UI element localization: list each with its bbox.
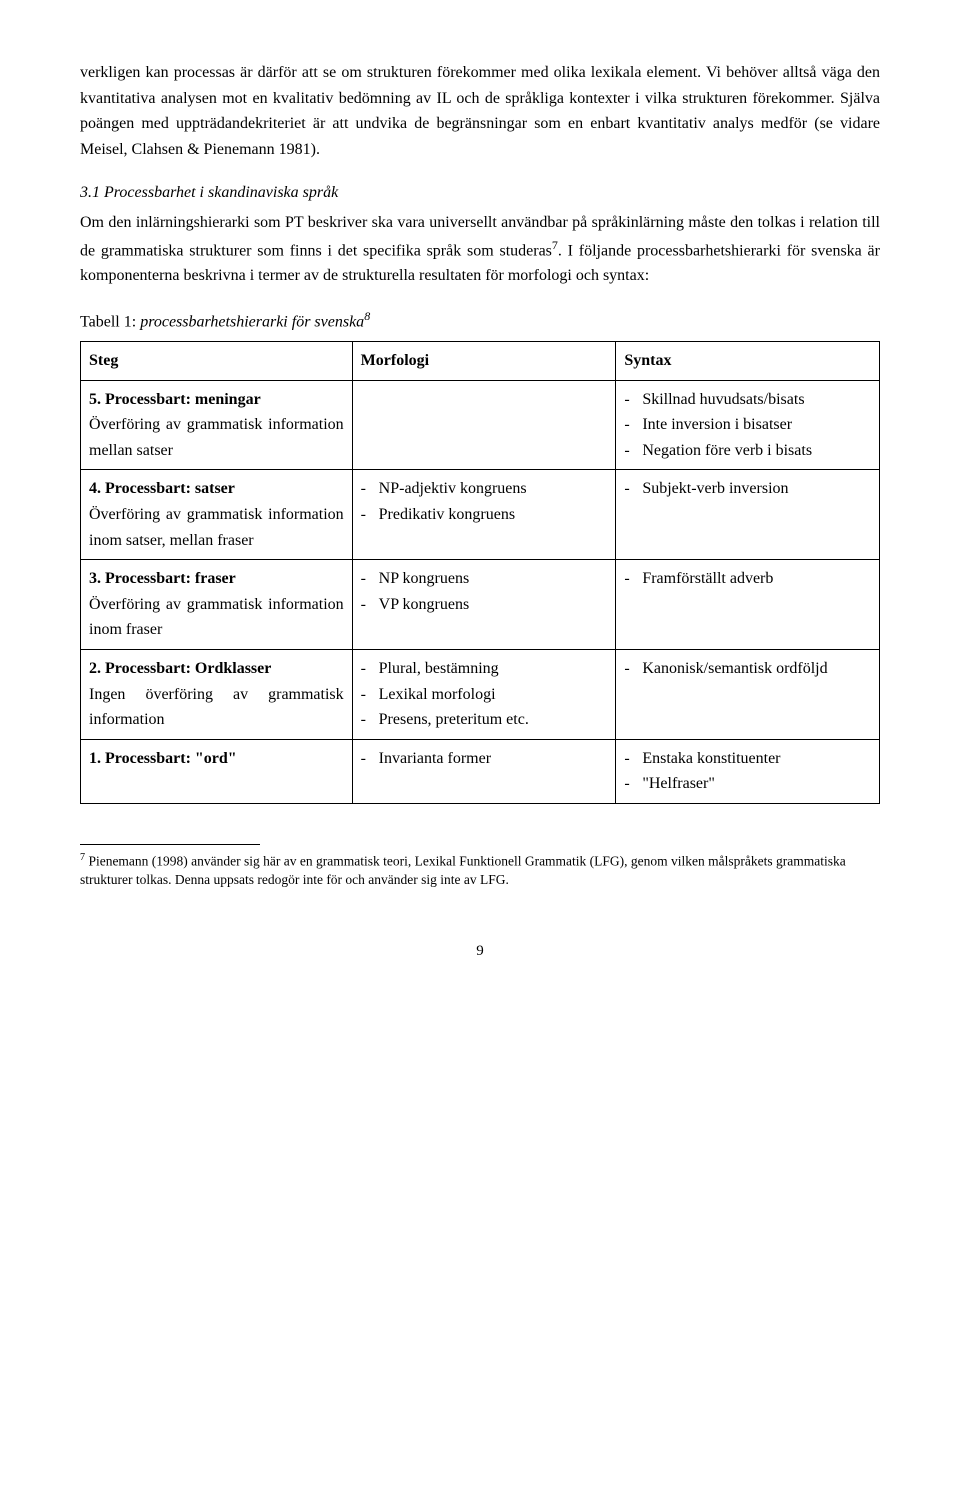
table-row: 4. Processbart: satserÖverföring av gram… <box>81 470 880 560</box>
list-item-text: Invarianta former <box>379 746 491 772</box>
list-item: -Skillnad huvudsats/bisats <box>624 387 871 413</box>
list-item: -Negation före verb i bisats <box>624 438 871 464</box>
list-item: -Lexikal morfologi <box>361 682 608 708</box>
table-caption: Tabell 1: processbarhetshierarki för sve… <box>80 307 880 335</box>
table-row: 2. Processbart: OrdklasserIngen överföri… <box>81 649 880 739</box>
table-header-row: Steg Morfologi Syntax <box>81 342 880 381</box>
footnote-7: 7 Pienemann (1998) använder sig här av e… <box>80 851 880 889</box>
table-row: 5. Processbart: meningarÖverföring av gr… <box>81 380 880 470</box>
footnote-separator <box>80 844 260 845</box>
steg-title: 2. Processbart: Ordklasser <box>89 656 344 682</box>
footnote-text: Pienemann (1998) använder sig här av en … <box>80 853 846 886</box>
morfologi-cell: -NP-adjektiv kongruens-Predikativ kongru… <box>352 470 616 560</box>
section-heading: 3.1 Processbarhet i skandinaviska språk <box>80 180 880 206</box>
steg-title: 1. Processbart: "ord" <box>89 746 344 772</box>
steg-cell: 4. Processbart: satserÖverföring av gram… <box>81 470 353 560</box>
table-row: 1. Processbart: "ord"-Invarianta former-… <box>81 739 880 803</box>
list-item-text: Kanonisk/semantisk ordföljd <box>642 656 827 682</box>
dash-icon: - <box>361 656 379 682</box>
morfologi-cell <box>352 380 616 470</box>
header-steg: Steg <box>81 342 353 381</box>
paragraph-2: Om den inlärningshierarki som PT beskriv… <box>80 210 880 289</box>
steg-title: 3. Processbart: fraser <box>89 566 344 592</box>
list-item: -Framförställt adverb <box>624 566 871 592</box>
dash-icon: - <box>624 566 642 592</box>
list-item-text: Framförställt adverb <box>642 566 773 592</box>
list-item-text: Subjekt-verb inversion <box>642 476 788 502</box>
page-number: 9 <box>80 939 880 963</box>
steg-description: Överföring av grammatisk information ino… <box>89 592 344 643</box>
dash-icon: - <box>361 502 379 528</box>
dash-icon: - <box>361 566 379 592</box>
syntax-cell: -Framförställt adverb <box>616 560 880 650</box>
list-item-text: NP-adjektiv kongruens <box>379 476 527 502</box>
syntax-cell: -Kanonisk/semantisk ordföljd <box>616 649 880 739</box>
morfologi-cell: -Plural, bestämning-Lexikal morfologi-Pr… <box>352 649 616 739</box>
steg-cell: 3. Processbart: fraserÖverföring av gram… <box>81 560 353 650</box>
morfologi-cell: -NP kongruens-VP kongruens <box>352 560 616 650</box>
dash-icon: - <box>361 707 379 733</box>
paragraph-1: verkligen kan processas är därför att se… <box>80 60 880 162</box>
list-item: -Enstaka konstituenter <box>624 746 871 772</box>
list-item: -Predikativ kongruens <box>361 502 608 528</box>
hierarchy-table: Steg Morfologi Syntax 5. Processbart: me… <box>80 341 880 804</box>
table-row: 3. Processbart: fraserÖverföring av gram… <box>81 560 880 650</box>
dash-icon: - <box>624 476 642 502</box>
syntax-cell: -Skillnad huvudsats/bisats-Inte inversio… <box>616 380 880 470</box>
list-item: -Presens, preteritum etc. <box>361 707 608 733</box>
list-item: -Plural, bestämning <box>361 656 608 682</box>
list-item: -Inte inversion i bisatser <box>624 412 871 438</box>
list-item: -"Helfraser" <box>624 771 871 797</box>
steg-title: 5. Processbart: meningar <box>89 387 344 413</box>
steg-description: Överföring av grammatisk information mel… <box>89 412 344 463</box>
dash-icon: - <box>624 438 642 464</box>
dash-icon: - <box>361 682 379 708</box>
dash-icon: - <box>361 746 379 772</box>
syntax-cell: -Enstaka konstituenter-"Helfraser" <box>616 739 880 803</box>
steg-cell: 1. Processbart: "ord" <box>81 739 353 803</box>
table-caption-prefix: Tabell 1: <box>80 313 140 330</box>
steg-description: Överföring av grammatisk information ino… <box>89 502 344 553</box>
dash-icon: - <box>624 387 642 413</box>
header-morfologi: Morfologi <box>352 342 616 381</box>
steg-description: Ingen överföring av grammatisk informati… <box>89 682 344 733</box>
list-item-text: Lexikal morfologi <box>379 682 496 708</box>
syntax-cell: -Subjekt-verb inversion <box>616 470 880 560</box>
list-item: -NP kongruens <box>361 566 608 592</box>
list-item-text: NP kongruens <box>379 566 470 592</box>
list-item-text: Presens, preteritum etc. <box>379 707 529 733</box>
list-item: -NP-adjektiv kongruens <box>361 476 608 502</box>
list-item-text: "Helfraser" <box>642 771 715 797</box>
table-caption-italic: processbarhetshierarki för svenska <box>140 313 364 330</box>
dash-icon: - <box>624 656 642 682</box>
list-item: -Subjekt-verb inversion <box>624 476 871 502</box>
steg-title: 4. Processbart: satser <box>89 476 344 502</box>
table-caption-sup: 8 <box>364 309 370 323</box>
dash-icon: - <box>624 746 642 772</box>
dash-icon: - <box>361 476 379 502</box>
list-item-text: Enstaka konstituenter <box>642 746 780 772</box>
list-item: -Kanonisk/semantisk ordföljd <box>624 656 871 682</box>
dash-icon: - <box>624 412 642 438</box>
steg-cell: 2. Processbart: OrdklasserIngen överföri… <box>81 649 353 739</box>
list-item: -VP kongruens <box>361 592 608 618</box>
list-item-text: Skillnad huvudsats/bisats <box>642 387 804 413</box>
list-item-text: Plural, bestämning <box>379 656 499 682</box>
list-item-text: Predikativ kongruens <box>379 502 515 528</box>
steg-cell: 5. Processbart: meningarÖverföring av gr… <box>81 380 353 470</box>
dash-icon: - <box>624 771 642 797</box>
dash-icon: - <box>361 592 379 618</box>
list-item-text: Negation före verb i bisats <box>642 438 812 464</box>
list-item-text: VP kongruens <box>379 592 470 618</box>
header-syntax: Syntax <box>616 342 880 381</box>
morfologi-cell: -Invarianta former <box>352 739 616 803</box>
list-item-text: Inte inversion i bisatser <box>642 412 792 438</box>
list-item: -Invarianta former <box>361 746 608 772</box>
